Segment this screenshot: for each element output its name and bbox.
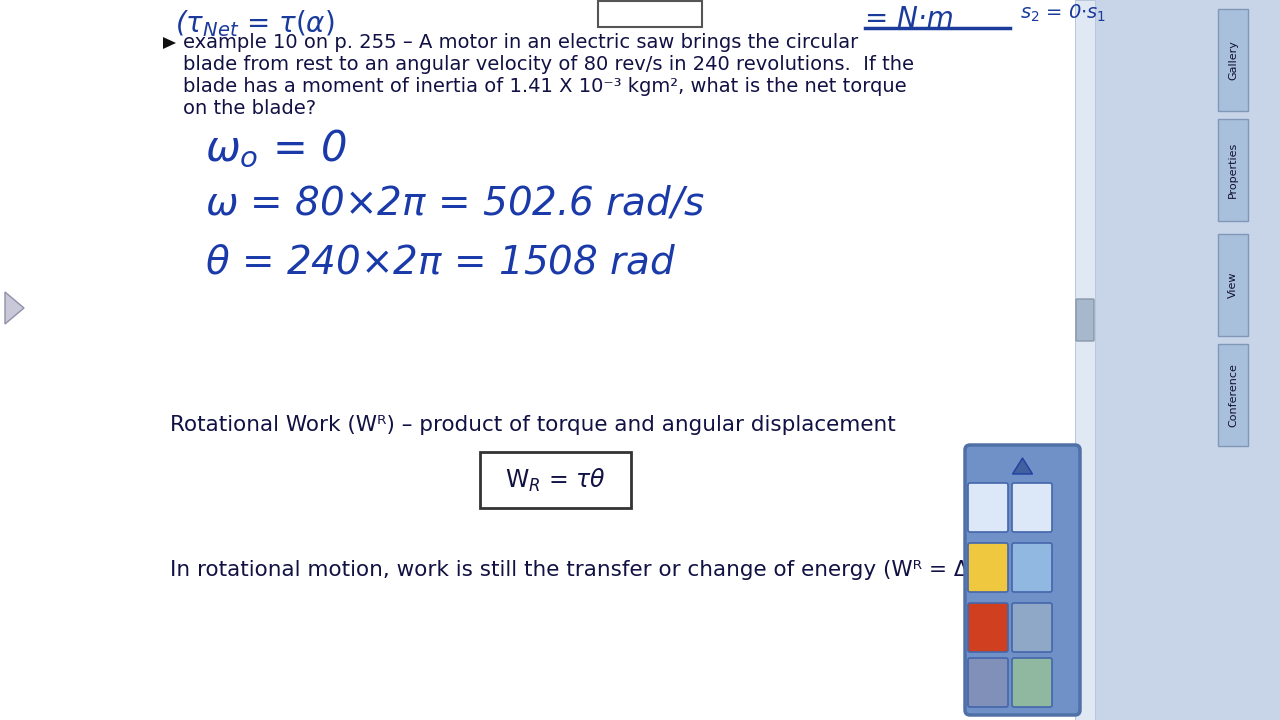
FancyBboxPatch shape [1219, 234, 1248, 336]
Text: $s_2$ = 0$\cdot s_1$: $s_2$ = 0$\cdot s_1$ [1020, 3, 1106, 24]
FancyBboxPatch shape [1219, 9, 1248, 111]
FancyBboxPatch shape [1075, 0, 1094, 720]
FancyBboxPatch shape [1012, 483, 1052, 532]
FancyBboxPatch shape [1219, 344, 1248, 446]
Text: Rotational Work (Wᴿ) – product of torque and angular displacement: Rotational Work (Wᴿ) – product of torque… [170, 415, 896, 435]
Polygon shape [1012, 458, 1033, 474]
Text: View: View [1228, 271, 1238, 298]
FancyBboxPatch shape [0, 0, 1075, 720]
Text: ($\tau_{Net}$ = $\tau(\alpha)$: ($\tau_{Net}$ = $\tau(\alpha)$ [175, 8, 334, 39]
FancyBboxPatch shape [1219, 119, 1248, 221]
Text: on the blade?: on the blade? [183, 99, 316, 118]
FancyBboxPatch shape [480, 452, 631, 508]
Text: Gallery: Gallery [1228, 40, 1238, 80]
FancyBboxPatch shape [968, 603, 1009, 652]
Polygon shape [163, 37, 177, 49]
FancyBboxPatch shape [1012, 543, 1052, 592]
Text: In rotational motion, work is still the transfer or change of energy (Wᴿ = ΔE).: In rotational motion, work is still the … [170, 560, 997, 580]
Text: $\omega$ = 80×2$\pi$ = 502.6 rad/s: $\omega$ = 80×2$\pi$ = 502.6 rad/s [205, 185, 705, 223]
Text: $\theta$ = 240×2$\pi$ = 1508 rad: $\theta$ = 240×2$\pi$ = 1508 rad [205, 243, 676, 281]
Text: Properties: Properties [1228, 142, 1238, 198]
FancyBboxPatch shape [1012, 658, 1052, 707]
Text: blade has a moment of inertia of 1.41 X 10⁻³ kgm², what is the net torque: blade has a moment of inertia of 1.41 X … [183, 77, 906, 96]
FancyBboxPatch shape [1075, 0, 1280, 720]
FancyBboxPatch shape [1012, 603, 1052, 652]
FancyBboxPatch shape [968, 483, 1009, 532]
Text: blade from rest to an angular velocity of 80 rev/s in 240 revolutions.  If the: blade from rest to an angular velocity o… [183, 55, 914, 74]
Text: Conference: Conference [1228, 363, 1238, 427]
FancyBboxPatch shape [598, 1, 701, 27]
Text: = N·m: = N·m [865, 5, 954, 33]
Text: $\omega_o$ = 0: $\omega_o$ = 0 [205, 128, 347, 170]
Text: example 10 on p. 255 – A motor in an electric saw brings the circular: example 10 on p. 255 – A motor in an ele… [183, 33, 859, 52]
FancyBboxPatch shape [965, 445, 1080, 715]
FancyBboxPatch shape [968, 543, 1009, 592]
Text: W$_R$ = $\tau\theta$: W$_R$ = $\tau\theta$ [504, 467, 605, 494]
Polygon shape [5, 292, 24, 324]
FancyBboxPatch shape [1076, 299, 1094, 341]
FancyBboxPatch shape [968, 658, 1009, 707]
